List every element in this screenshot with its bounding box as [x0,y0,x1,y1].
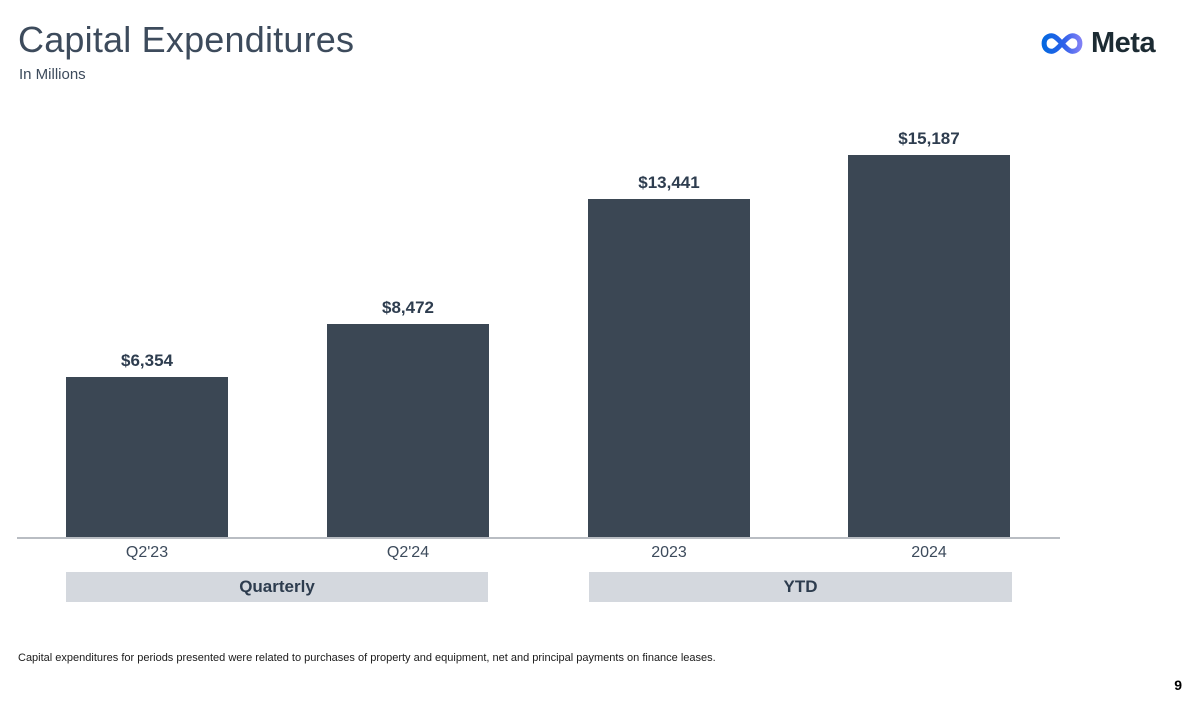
group-band-ytd: YTD [589,572,1012,602]
bar-q2-24 [327,324,489,537]
page-number: 9 [1174,677,1182,693]
x-axis-label-2024: 2024 [911,544,947,561]
meta-logo-text: Meta [1091,27,1156,59]
group-band-quarterly-label: Quarterly [239,577,315,596]
meta-logo: Meta [1040,27,1156,60]
bar-2024 [848,155,1010,537]
bar-value-2024: $15,187 [898,129,960,148]
x-axis-label-q2-24: Q2'24 [386,544,430,561]
bar-2023 [588,199,750,537]
group-band-quarterly: Quarterly [66,572,488,602]
page-subtitle: In Millions [19,66,86,83]
bar-value-q2-23: $6,354 [121,351,173,370]
page-title: Capital Expenditures [18,19,355,60]
footnote: Capital expenditures for periods present… [18,652,716,664]
bar-value-2023: $13,441 [638,173,700,192]
x-axis-label-2023: 2023 [651,544,687,561]
x-axis-label-q2-23: Q2'23 [125,544,169,561]
bar-q2-23 [66,377,228,537]
x-axis-line [17,537,1060,539]
meta-infinity-icon [1041,33,1083,54]
group-band-ytd-label: YTD [783,577,818,596]
bar-value-q2-24: $8,472 [382,298,434,317]
